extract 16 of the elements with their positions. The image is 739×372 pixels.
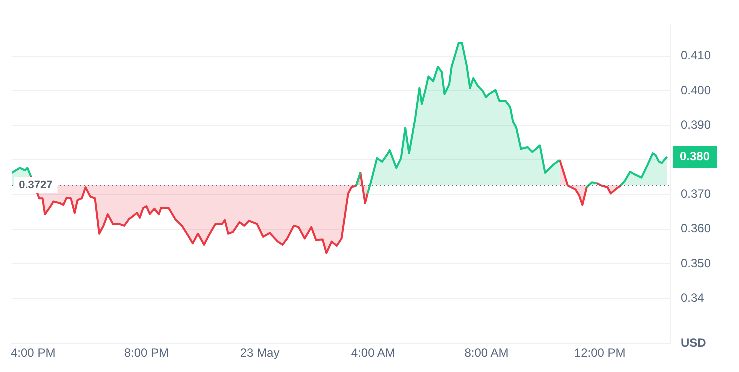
ref-line-label: 0.3727 [19,179,53,192]
x-tick-label: 8:00 PM [124,346,170,360]
x-tick-label: 8:00 AM [464,346,509,360]
x-tick-label: 23 May [240,346,280,360]
y-tick-label: 0.370 [680,187,712,202]
y-tick-label: 0.350 [680,256,712,270]
y-tick-label: 0.400 [680,83,712,98]
x-tick-label: 4:00 PM [10,346,56,360]
y-tick-label: 0.360 [680,222,712,236]
x-tick-label: 12:00 PM [574,346,626,360]
y-tick-label: 0.34 [680,290,705,305]
y-tick-label: 0.390 [680,118,712,132]
x-tick-label: 4:00 AM [351,346,396,360]
y-tick-label: 0.410 [680,48,712,63]
text: 0.380 [680,149,710,164]
y-axis-title: USD [680,336,707,350]
